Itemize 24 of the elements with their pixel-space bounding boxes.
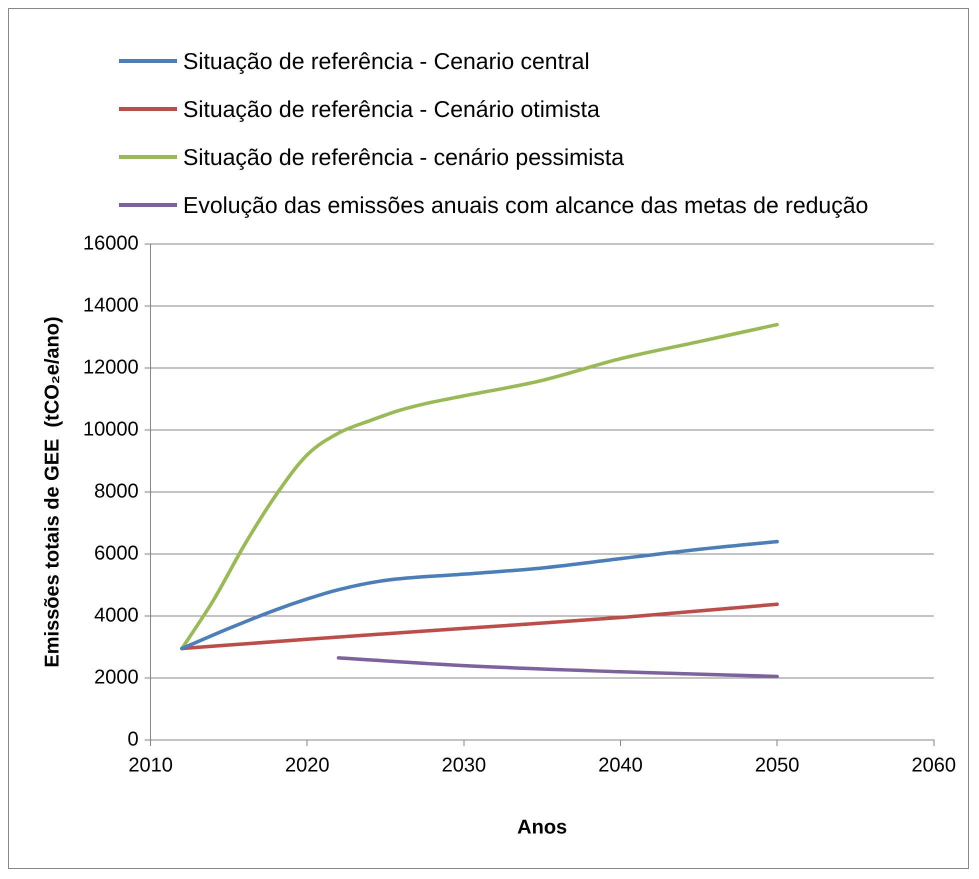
x-tick-label: 2050 <box>754 754 800 777</box>
legend-label: Situação de referência - cenário pessimista <box>183 144 624 170</box>
y-tick-label: 12000 <box>82 356 139 379</box>
y-tick-label: 6000 <box>94 542 139 565</box>
y-tick-label: 8000 <box>94 480 139 503</box>
y-tick-label: 16000 <box>82 232 139 255</box>
x-tick-label: 2030 <box>442 754 486 777</box>
x-tick-label: 2040 <box>598 754 643 777</box>
line-series <box>180 540 779 650</box>
x-tick-label: 2010 <box>128 754 173 777</box>
y-tick-label: 14000 <box>82 294 139 317</box>
y-tick-label: 0 <box>127 728 139 751</box>
y-tick-label: 10000 <box>82 418 139 441</box>
x-tick-label: 2020 <box>284 754 330 777</box>
x-tick-label: 2060 <box>912 754 956 777</box>
line-series <box>180 602 779 650</box>
y-tick-label: 4000 <box>94 604 139 627</box>
legend-label: Situação de referência - Cenario central <box>183 48 590 74</box>
y-tick-label: 2000 <box>94 666 139 689</box>
x-axis-title: Anos <box>517 816 568 839</box>
y-axis-title: Emissões totais de GEE (tCO₂e/ano) <box>42 316 64 668</box>
line-series <box>336 656 779 678</box>
legend-label: Evolução das emissões anuais com alcance das metas de redução <box>183 192 868 218</box>
legend-label: Situação de referência - Cenário otimista <box>183 96 600 122</box>
